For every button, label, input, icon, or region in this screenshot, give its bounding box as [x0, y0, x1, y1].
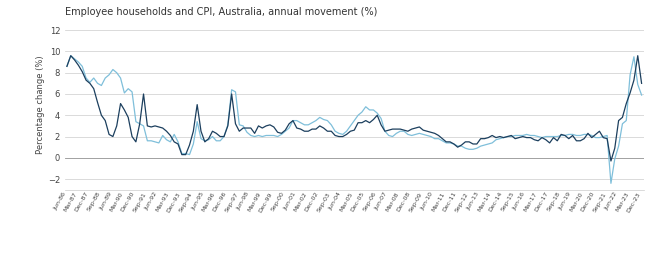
- Employee LCI: [346, 124, 354, 128]
- Consumer Price Index (CPI): [607, 159, 615, 163]
- Y-axis label: Percentage change (%): Percentage change (%): [36, 55, 45, 154]
- Consumer Price Index (CPI): [415, 125, 423, 129]
- Employee LCI: [469, 148, 477, 151]
- Employee LCI: [415, 132, 423, 135]
- Consumer Price Index (CPI): [63, 65, 71, 68]
- Employee LCI: [67, 54, 75, 57]
- Employee LCI: [270, 134, 278, 137]
- Employee LCI: [431, 137, 439, 140]
- Consumer Price Index (CPI): [431, 132, 439, 135]
- Employee LCI: [634, 83, 642, 86]
- Consumer Price Index (CPI): [346, 129, 354, 133]
- Line: Consumer Price Index (CPI): Consumer Price Index (CPI): [67, 56, 642, 161]
- Employee LCI: [63, 65, 71, 68]
- Employee LCI: [638, 93, 645, 97]
- Consumer Price Index (CPI): [634, 54, 642, 57]
- Employee LCI: [607, 182, 615, 185]
- Consumer Price Index (CPI): [469, 142, 477, 146]
- Consumer Price Index (CPI): [67, 54, 75, 57]
- Line: Employee LCI: Employee LCI: [67, 56, 642, 183]
- Text: Employee households and CPI, Australia, annual movement (%): Employee households and CPI, Australia, …: [65, 7, 378, 17]
- Consumer Price Index (CPI): [638, 82, 645, 85]
- Consumer Price Index (CPI): [270, 125, 278, 129]
